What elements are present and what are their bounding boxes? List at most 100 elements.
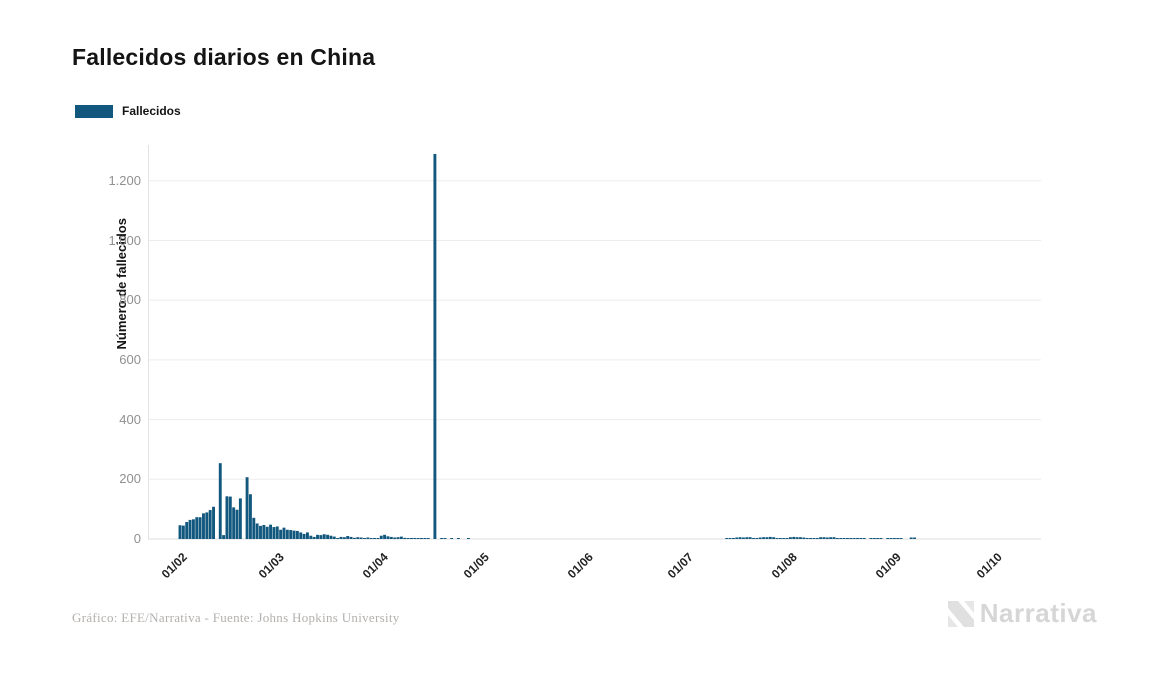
- bar: [379, 535, 383, 539]
- bar: [782, 538, 786, 539]
- bar: [799, 537, 802, 539]
- bar: [839, 538, 843, 539]
- bar: [785, 538, 789, 539]
- legend: Fallecidos: [75, 104, 181, 118]
- bar: [892, 538, 896, 539]
- x-tick-label: 01/08: [769, 550, 801, 582]
- bar: [205, 512, 209, 539]
- bar: [299, 532, 303, 539]
- bar: [396, 537, 400, 539]
- bar: [758, 537, 762, 539]
- bar: [762, 537, 766, 539]
- bar: [383, 534, 387, 539]
- bar: [899, 538, 903, 539]
- bar: [181, 525, 185, 539]
- bar: [322, 534, 326, 539]
- bar: [279, 529, 283, 539]
- bar: [815, 538, 819, 539]
- legend-swatch-icon: [75, 104, 113, 118]
- source-credit: Gráfico: EFE/Narrativa - Fuente: Johns H…: [72, 610, 400, 625]
- y-tick-label: 0: [133, 531, 141, 546]
- bar: [876, 538, 880, 539]
- bar: [413, 538, 417, 539]
- bar: [778, 538, 782, 539]
- bar: [742, 537, 745, 539]
- bar: [319, 535, 323, 539]
- bar: [825, 537, 829, 539]
- y-tick-label: 200: [119, 471, 141, 487]
- bar: [255, 523, 259, 539]
- page-title: Fallecidos diarios en China: [72, 44, 376, 70]
- bar: [802, 537, 806, 539]
- bar: [262, 524, 266, 539]
- x-tick-label: 01/05: [460, 550, 492, 582]
- bar: [393, 537, 397, 539]
- bar: [312, 536, 316, 539]
- bar: [359, 537, 363, 539]
- bar: [349, 536, 353, 539]
- x-tick-label: 01/04: [359, 550, 392, 582]
- bar: [835, 538, 839, 539]
- y-tick-label: 400: [119, 411, 141, 427]
- bar: [366, 537, 370, 539]
- bar: [218, 463, 222, 539]
- bar: [809, 538, 812, 539]
- x-tick-label: 01/06: [564, 550, 596, 582]
- bar: [228, 496, 232, 539]
- bar: [198, 517, 202, 539]
- legend-label: Fallecidos: [122, 104, 181, 118]
- bar: [443, 538, 447, 539]
- bar: [356, 537, 360, 539]
- bar: [202, 513, 205, 539]
- bar: [309, 535, 313, 539]
- bar: [195, 517, 199, 539]
- bar: [272, 527, 276, 539]
- bar: [829, 537, 833, 539]
- bar: [879, 538, 883, 539]
- bar: [259, 525, 262, 539]
- narrativa-logo-icon: [947, 600, 974, 627]
- bar: [332, 536, 336, 539]
- bar: [285, 529, 289, 539]
- bar: [433, 153, 437, 539]
- bar: [748, 537, 752, 539]
- bar: [178, 525, 182, 539]
- bar: [822, 537, 826, 539]
- bar: [363, 538, 366, 539]
- x-tick-label: 01/10: [973, 550, 1005, 582]
- bar: [872, 538, 876, 539]
- bar: [775, 538, 779, 539]
- bar: [440, 538, 444, 539]
- y-tick-label: 1.200: [108, 172, 141, 188]
- chart-plot-area: [148, 145, 1041, 540]
- bar: [225, 496, 229, 539]
- bar: [862, 538, 866, 539]
- bar: [832, 537, 836, 539]
- bar: [386, 536, 390, 539]
- bar: [235, 509, 239, 539]
- x-tick-label: 01/09: [873, 550, 905, 582]
- bar: [346, 536, 350, 539]
- bar: [399, 536, 403, 539]
- bar: [316, 534, 319, 539]
- bar: [755, 538, 759, 539]
- bar: [466, 538, 470, 539]
- bar: [765, 537, 769, 539]
- bar: [416, 538, 420, 539]
- bar: [795, 537, 799, 539]
- bar: [245, 477, 249, 539]
- bar: [812, 538, 816, 539]
- bar: [792, 536, 796, 539]
- bar: [745, 537, 749, 539]
- bar: [292, 530, 296, 539]
- bar: [859, 538, 863, 539]
- bar: [188, 519, 192, 539]
- y-tick-label: 600: [119, 351, 141, 367]
- bar: [369, 538, 373, 539]
- bar: [329, 535, 333, 539]
- bar: [275, 526, 279, 539]
- bar: [222, 535, 226, 539]
- bar: [846, 538, 849, 539]
- bar: [819, 537, 823, 539]
